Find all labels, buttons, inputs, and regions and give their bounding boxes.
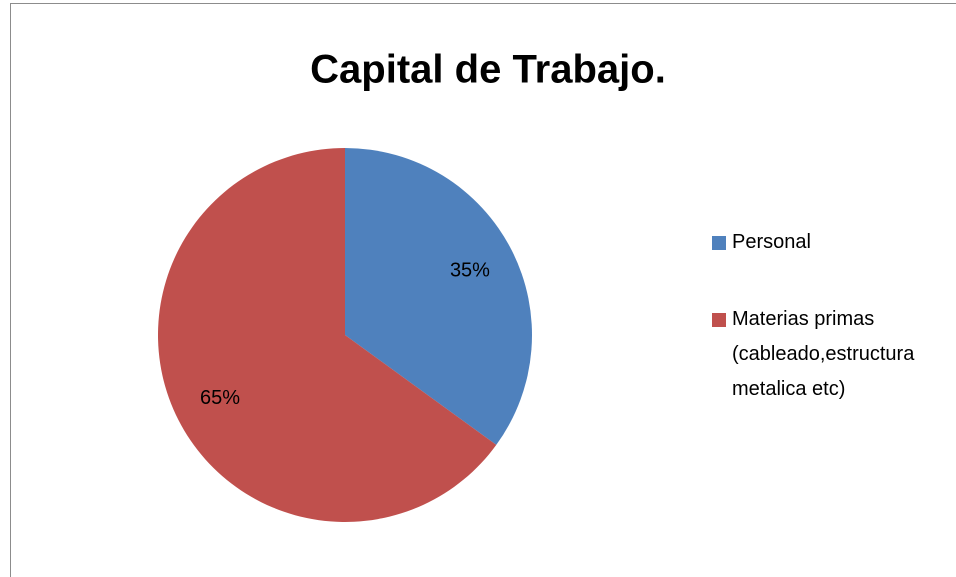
legend: Personal Materias primas (cableado,estruc… bbox=[712, 225, 952, 449]
data-label: 65% bbox=[200, 387, 240, 409]
legend-swatch bbox=[712, 313, 726, 327]
data-label: 35% bbox=[450, 260, 490, 282]
chart-title: Capital de Trabajo. bbox=[310, 48, 666, 92]
legend-label: Personal bbox=[732, 231, 811, 253]
legend-swatch bbox=[712, 236, 726, 250]
chart-border bbox=[10, 3, 956, 577]
legend-item: Personal bbox=[712, 225, 952, 260]
legend-item: Materias primas (cableado,estructura met… bbox=[712, 302, 952, 407]
pie-slice bbox=[345, 148, 532, 445]
legend-label: Materias primas (cableado,estructura met… bbox=[732, 308, 915, 400]
pie-slice bbox=[158, 148, 497, 522]
